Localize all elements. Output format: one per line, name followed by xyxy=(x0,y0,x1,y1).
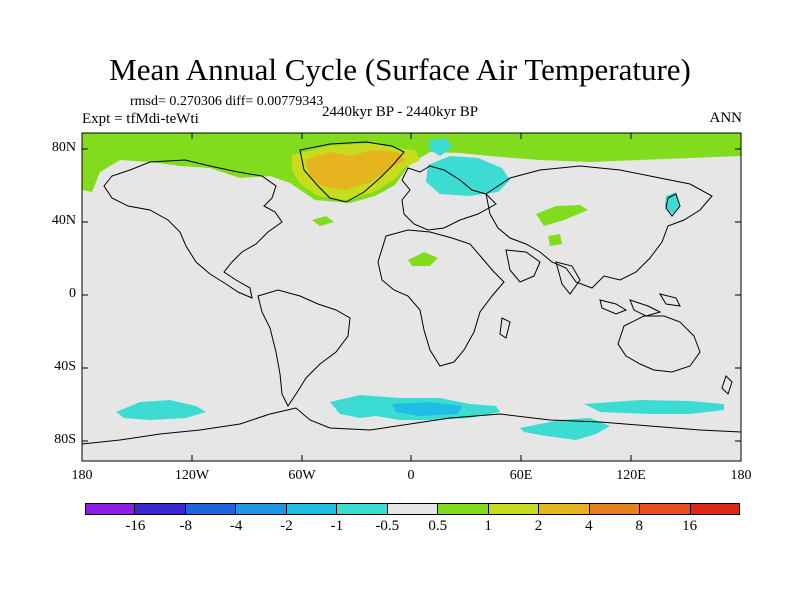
colorbar-segment xyxy=(438,503,489,515)
stats-text: rmsd= 0.270306 diff= 0.00779343 xyxy=(130,94,324,109)
arctic-warm-band xyxy=(82,133,741,203)
colorbar-segment xyxy=(488,503,540,515)
colorbar-segment xyxy=(236,503,287,515)
coast-new-zealand xyxy=(721,375,733,395)
southern-ocean-cool-blue xyxy=(392,402,462,416)
coast-arabia-india xyxy=(505,249,581,295)
colorbar-segment xyxy=(135,503,186,515)
southern-ocean-cool-west xyxy=(116,400,206,420)
colorbar-segment xyxy=(85,503,136,515)
coast-south-america xyxy=(257,289,351,407)
coast-australia xyxy=(617,315,701,373)
experiment-label: Expt = tfMdi-teWti xyxy=(82,111,199,127)
colorbar-label: -8 xyxy=(179,518,193,534)
svalbard-cool-spot xyxy=(430,138,452,156)
colorbar-label: 16 xyxy=(682,518,698,534)
lon-label-180e: 180 xyxy=(730,468,752,483)
coast-antarctica xyxy=(81,407,742,445)
coast-africa xyxy=(377,229,505,367)
lon-label-60w: 60W xyxy=(288,468,316,483)
lon-label-120e: 120E xyxy=(616,468,646,483)
colorbar-label: -4 xyxy=(229,518,243,534)
colorbar-segment xyxy=(286,503,338,515)
coast-japan xyxy=(665,193,681,217)
lon-label-0: 0 xyxy=(407,468,415,483)
period-label: 2440kyr BP - 2440kyr BP xyxy=(322,104,479,120)
eastasia-warm-patch xyxy=(536,205,588,226)
colorbar-label: -2 xyxy=(280,518,293,534)
anomaly-fields xyxy=(82,133,741,440)
coast-asia xyxy=(485,165,713,289)
colorbar-segment xyxy=(337,503,388,515)
colorbar-segment xyxy=(185,503,237,515)
colorbar-segment xyxy=(539,503,590,515)
colorbar-label: 4 xyxy=(585,518,593,534)
scandinavia-cool-patch xyxy=(426,156,510,196)
lon-label-60e: 60E xyxy=(509,468,533,483)
coast-north-america xyxy=(103,159,283,299)
lon-tick-marks xyxy=(81,133,742,461)
colorbar-label: 2 xyxy=(534,518,543,534)
namerica-warm-spot xyxy=(312,216,334,226)
colorbar-label: 1 xyxy=(484,518,492,534)
coast-europe xyxy=(401,165,497,231)
colorbar-segment xyxy=(690,503,741,515)
season-label: ANN xyxy=(709,110,743,126)
antarctic-cool-patch xyxy=(520,418,610,440)
colorbar-segment xyxy=(387,503,439,515)
colorbar-segment xyxy=(589,503,641,515)
colorbar-label: -0.5 xyxy=(375,518,400,534)
asia-warm-spot xyxy=(548,234,562,246)
lat-label-0: 0 xyxy=(69,286,76,301)
plot-title: Mean Annual Cycle (Surface Air Temperatu… xyxy=(109,52,691,87)
coast-greenland xyxy=(299,141,405,203)
colorbar-label: -16 xyxy=(125,518,146,534)
colorbar xyxy=(85,503,741,515)
colorbar-label: 8 xyxy=(635,518,643,534)
lat-label-80s: 80S xyxy=(54,432,76,447)
coast-se-asia-islands xyxy=(599,293,681,317)
lat-label-40s: 40S xyxy=(54,359,76,374)
lat-label-80n: 80N xyxy=(51,140,76,155)
greenland-warm-orange xyxy=(305,150,405,190)
lon-label-180w: 180 xyxy=(71,468,93,483)
lat-label-40n: 40N xyxy=(51,213,76,228)
colorbar-segment xyxy=(640,503,691,515)
coastlines xyxy=(81,141,742,445)
southern-ocean-cool-east xyxy=(584,400,724,414)
lat-tick-marks xyxy=(82,148,741,442)
colorbar-label: 0.5 xyxy=(428,518,448,534)
lon-label-120w: 120W xyxy=(174,468,210,483)
coast-madagascar xyxy=(499,317,511,339)
africa-warm-spot xyxy=(408,252,438,266)
colorbar-label: -1 xyxy=(330,518,344,534)
